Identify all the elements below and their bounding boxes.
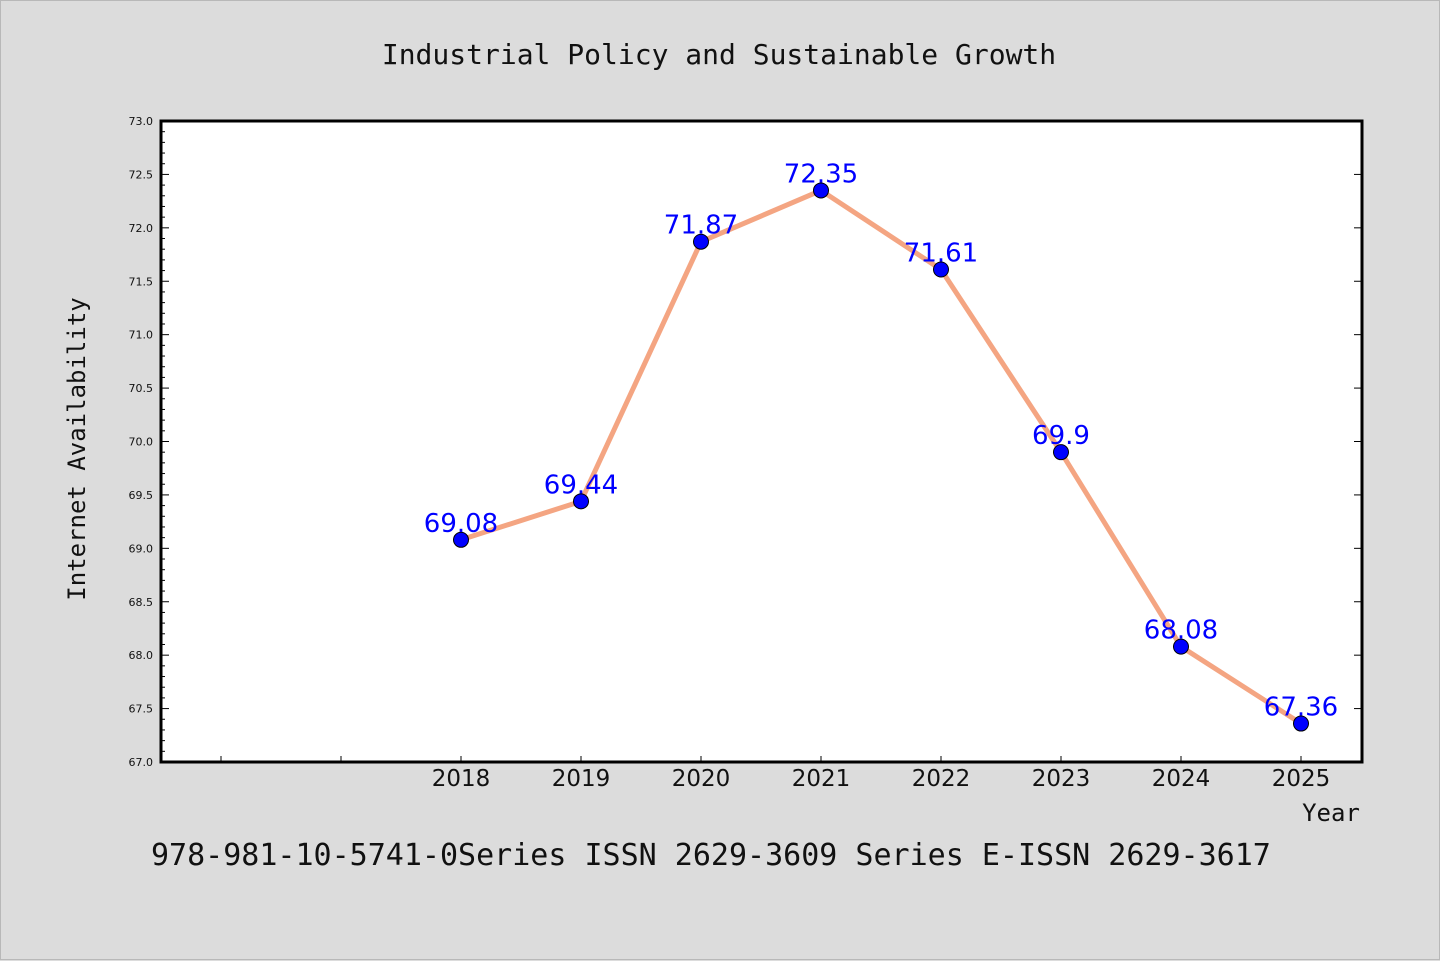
data-label: 72.35 bbox=[784, 159, 858, 189]
y-tick-label: 68.5 bbox=[129, 596, 154, 609]
y-axis: 67.0 67.5 68.0 68.5 69.0 69.5 70.0 70.5 71.0 71.5… bbox=[129, 115, 1362, 769]
y-tick-label: 71.5 bbox=[129, 275, 154, 288]
data-label: 69.44 bbox=[544, 470, 618, 500]
data-markers bbox=[453, 182, 1309, 732]
y-tick-label: 72.5 bbox=[129, 168, 154, 181]
y-tick-label: 69.5 bbox=[129, 489, 154, 502]
plot-area bbox=[159, 119, 1364, 764]
y-tick-label: 68.0 bbox=[129, 649, 154, 662]
data-label: 69.08 bbox=[424, 509, 498, 539]
x-tick-label: 2020 bbox=[672, 766, 731, 792]
data-point bbox=[693, 233, 709, 250]
y-tick-label: 67.0 bbox=[129, 756, 154, 769]
chart-title: Industrial Policy and Sustainable Growth bbox=[382, 38, 1056, 71]
x-axis: 2018 2019 2020 2021 2022 2023 2024 2025 bbox=[220, 756, 1331, 792]
y-tick-label: 69.0 bbox=[129, 542, 154, 555]
data-point bbox=[933, 261, 949, 278]
data-labels: 69.08 69.44 71.87 72.35 71.61 69.9 68.08 67.36 bbox=[424, 159, 1338, 722]
footer-text: 978-981-10-5741-0Series ISSN 2629-3609 S… bbox=[151, 838, 1271, 873]
x-tick-label: 2021 bbox=[792, 766, 851, 792]
y-tick-label: 67.5 bbox=[129, 703, 154, 716]
y-tick-label: 70.0 bbox=[129, 436, 154, 449]
x-tick-label: 2019 bbox=[552, 766, 611, 792]
data-point bbox=[1293, 715, 1309, 732]
x-axis-label: Year bbox=[1302, 799, 1360, 827]
data-label: 69.9 bbox=[1032, 421, 1090, 451]
y-tick-label: 72.0 bbox=[129, 222, 154, 235]
y-tick-label: 71.0 bbox=[129, 329, 154, 342]
data-point bbox=[1173, 638, 1189, 655]
data-label: 68.08 bbox=[1144, 616, 1218, 646]
series-line bbox=[458, 187, 1304, 727]
y-tick-label: 73.0 bbox=[129, 115, 154, 128]
data-point bbox=[453, 531, 469, 548]
data-label: 71.61 bbox=[904, 238, 978, 268]
x-tick-label: 2025 bbox=[1272, 766, 1331, 792]
data-label: 67.36 bbox=[1264, 693, 1338, 723]
data-label: 71.87 bbox=[664, 211, 738, 241]
data-point bbox=[1053, 444, 1069, 461]
data-point bbox=[573, 493, 589, 510]
x-tick-label: 2018 bbox=[432, 766, 491, 792]
x-tick-label: 2022 bbox=[912, 766, 971, 792]
data-point bbox=[813, 182, 829, 199]
x-tick-label: 2023 bbox=[1032, 766, 1091, 792]
y-tick-label: 70.5 bbox=[129, 382, 154, 395]
y-axis-label: Internet Availability bbox=[63, 297, 91, 600]
x-tick-label: 2024 bbox=[1152, 766, 1211, 792]
